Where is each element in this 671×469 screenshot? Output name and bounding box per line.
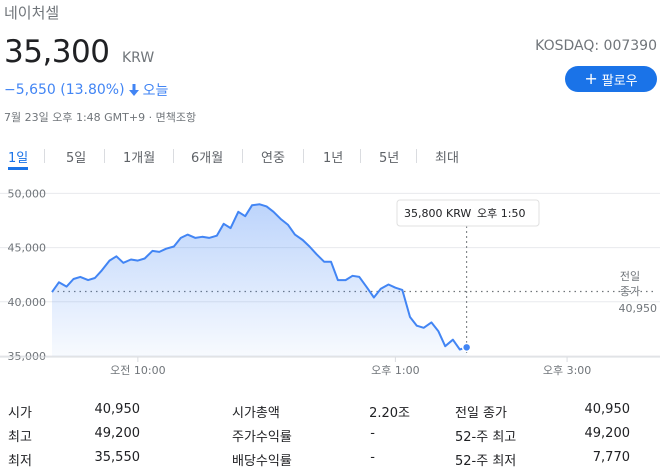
stat-label-dividend: 배당수익률 (232, 454, 292, 469)
price-tooltip: 35,800 KRW 오후 1:50 (396, 199, 540, 227)
current-price: 35,300 (4, 34, 110, 70)
plus-icon: + (584, 69, 598, 88)
change-value: −5,650 (13.80%) (4, 82, 125, 98)
stat-value-low: 35,550 (94, 450, 141, 465)
stat-label-low: 최저 (8, 454, 32, 469)
prev-close-label-line2: 종가 (620, 285, 640, 298)
tab-divider (303, 149, 304, 163)
tab-divider (104, 149, 105, 163)
change-period: 오늘 (142, 83, 169, 99)
tooltip-time: 오후 1:50 (477, 207, 525, 220)
stat-label-52high: 52-주 최고 (455, 430, 517, 445)
tab-1m[interactable]: 1개월 (123, 151, 156, 166)
ticker-symbol[interactable]: KOSDAQ: 007390 (535, 38, 657, 54)
stat-value-pe: - (370, 426, 375, 441)
prev-close-value: 40,950 (619, 302, 658, 315)
follow-button-label: 팔로우 (601, 73, 638, 89)
hover-point (461, 342, 472, 353)
tab-ytd[interactable]: 연중 (261, 151, 285, 166)
x-axis: 오전 10:00 오후 1:00 오후 3:00 (0, 356, 660, 377)
tab-5d[interactable]: 5일 (66, 151, 87, 166)
tab-6m[interactable]: 6개월 (191, 151, 224, 166)
arrow-down-icon (128, 84, 139, 96)
price-change: −5,650 (13.80%) 오늘 (4, 80, 168, 100)
y-tick-label: 50,000 (8, 187, 47, 200)
stat-label-prevclose: 전일 종가 (455, 406, 507, 421)
x-tick-label: 오후 1:00 (371, 364, 419, 377)
stat-value-open: 40,950 (94, 402, 141, 417)
stat-label-52low: 52-주 최저 (455, 454, 517, 469)
x-tick-label: 오후 3:00 (543, 364, 591, 377)
stat-label-high: 최고 (8, 430, 32, 445)
y-tick-label: 45,000 (8, 242, 47, 255)
tab-divider (242, 149, 243, 163)
price-area (52, 204, 467, 356)
tooltip-box (396, 199, 540, 227)
tab-1d[interactable]: 1일 (8, 140, 29, 170)
tab-divider (44, 149, 45, 163)
stat-value-52high: 49,200 (584, 426, 631, 441)
stat-value-prevclose: 40,950 (584, 402, 631, 417)
company-name: 네이처셀 (4, 4, 60, 22)
timestamp: 7월 23일 오후 1:48 GMT+9 · 면책조항 (4, 111, 197, 124)
prev-close-label-line1: 전일 (620, 269, 640, 283)
tooltip-price: 35,800 KRW (404, 207, 471, 220)
stat-label-mktcap: 시가총액 (232, 406, 280, 421)
tab-divider (416, 149, 417, 163)
tab-max[interactable]: 최대 (435, 151, 459, 166)
stat-label-pe: 주가수익률 (232, 430, 292, 445)
y-tick-label: 40,000 (8, 296, 47, 309)
tab-1y[interactable]: 1년 (323, 151, 344, 166)
stat-value-52low: 7,770 (592, 450, 630, 465)
stat-label-open: 시가 (8, 406, 32, 421)
tab-divider (173, 149, 174, 163)
stat-value-dividend: - (370, 450, 375, 465)
x-tick-label: 오전 10:00 (110, 364, 165, 377)
currency-label: KRW (122, 50, 155, 66)
follow-button[interactable]: + 팔로우 (565, 66, 657, 92)
tab-5y[interactable]: 5년 (379, 151, 400, 166)
stat-value-mktcap: 2.20조 (369, 406, 410, 421)
tab-divider (360, 149, 361, 163)
stat-value-high: 49,200 (94, 426, 141, 441)
price-line (51, 203, 467, 351)
range-tabs: 1일 5일 1개월 6개월 연중 1년 5년 최대 (0, 140, 671, 172)
